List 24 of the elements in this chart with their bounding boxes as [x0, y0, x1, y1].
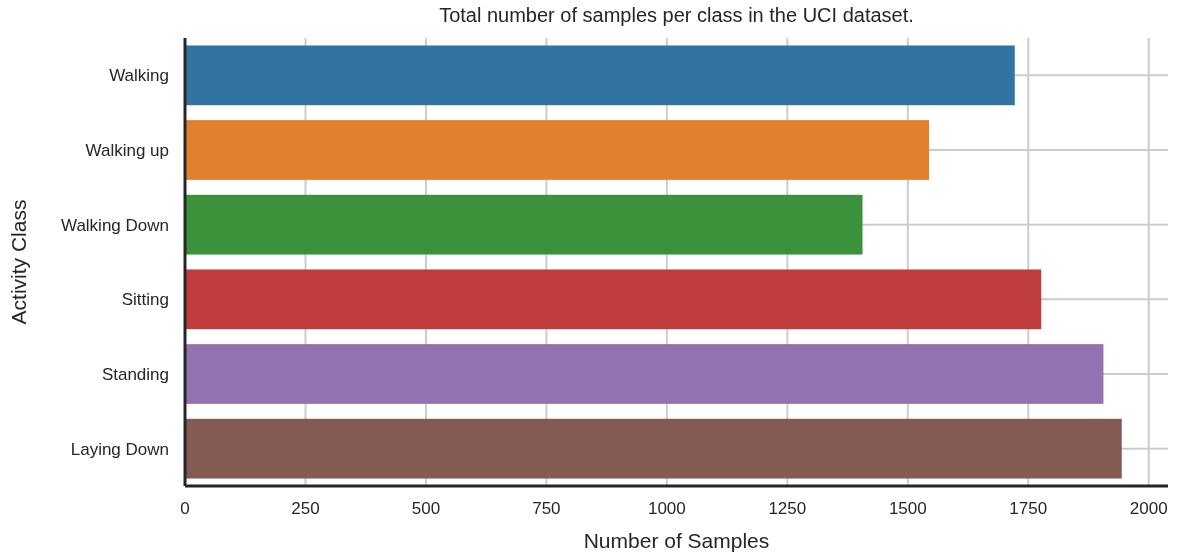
- bar: [185, 45, 1015, 106]
- bar: [185, 344, 1104, 404]
- y-tick-label: Walking up: [85, 140, 169, 160]
- x-tick-label: 0: [180, 499, 190, 518]
- x-tick-label: 250: [291, 499, 320, 518]
- bar: [185, 418, 1122, 479]
- bar: [185, 120, 929, 180]
- y-tick-label: Standing: [101, 364, 169, 384]
- x-tick-label: 500: [411, 499, 441, 518]
- bar: [185, 194, 863, 255]
- x-tick-label: 1000: [647, 499, 686, 518]
- chart-title: Total number of samples per class in the UCI dataset.: [439, 4, 914, 26]
- x-tick-label: 750: [532, 499, 561, 518]
- x-tick-label: 2000: [1129, 499, 1168, 518]
- x-tick-label: 1500: [888, 499, 927, 518]
- y-tick-label: Walking Down: [60, 215, 169, 235]
- y-tick-label: Sitting: [121, 290, 169, 310]
- bar: [185, 269, 1042, 330]
- y-tick-label: Walking: [109, 66, 169, 86]
- y-tick-label: Laying Down: [70, 439, 169, 459]
- x-tick-label: 1250: [768, 499, 807, 518]
- x-tick-label: 1750: [1009, 499, 1048, 518]
- x-axis-title: Number of Samples: [583, 529, 770, 552]
- y-axis-title: Activity Class: [7, 199, 30, 325]
